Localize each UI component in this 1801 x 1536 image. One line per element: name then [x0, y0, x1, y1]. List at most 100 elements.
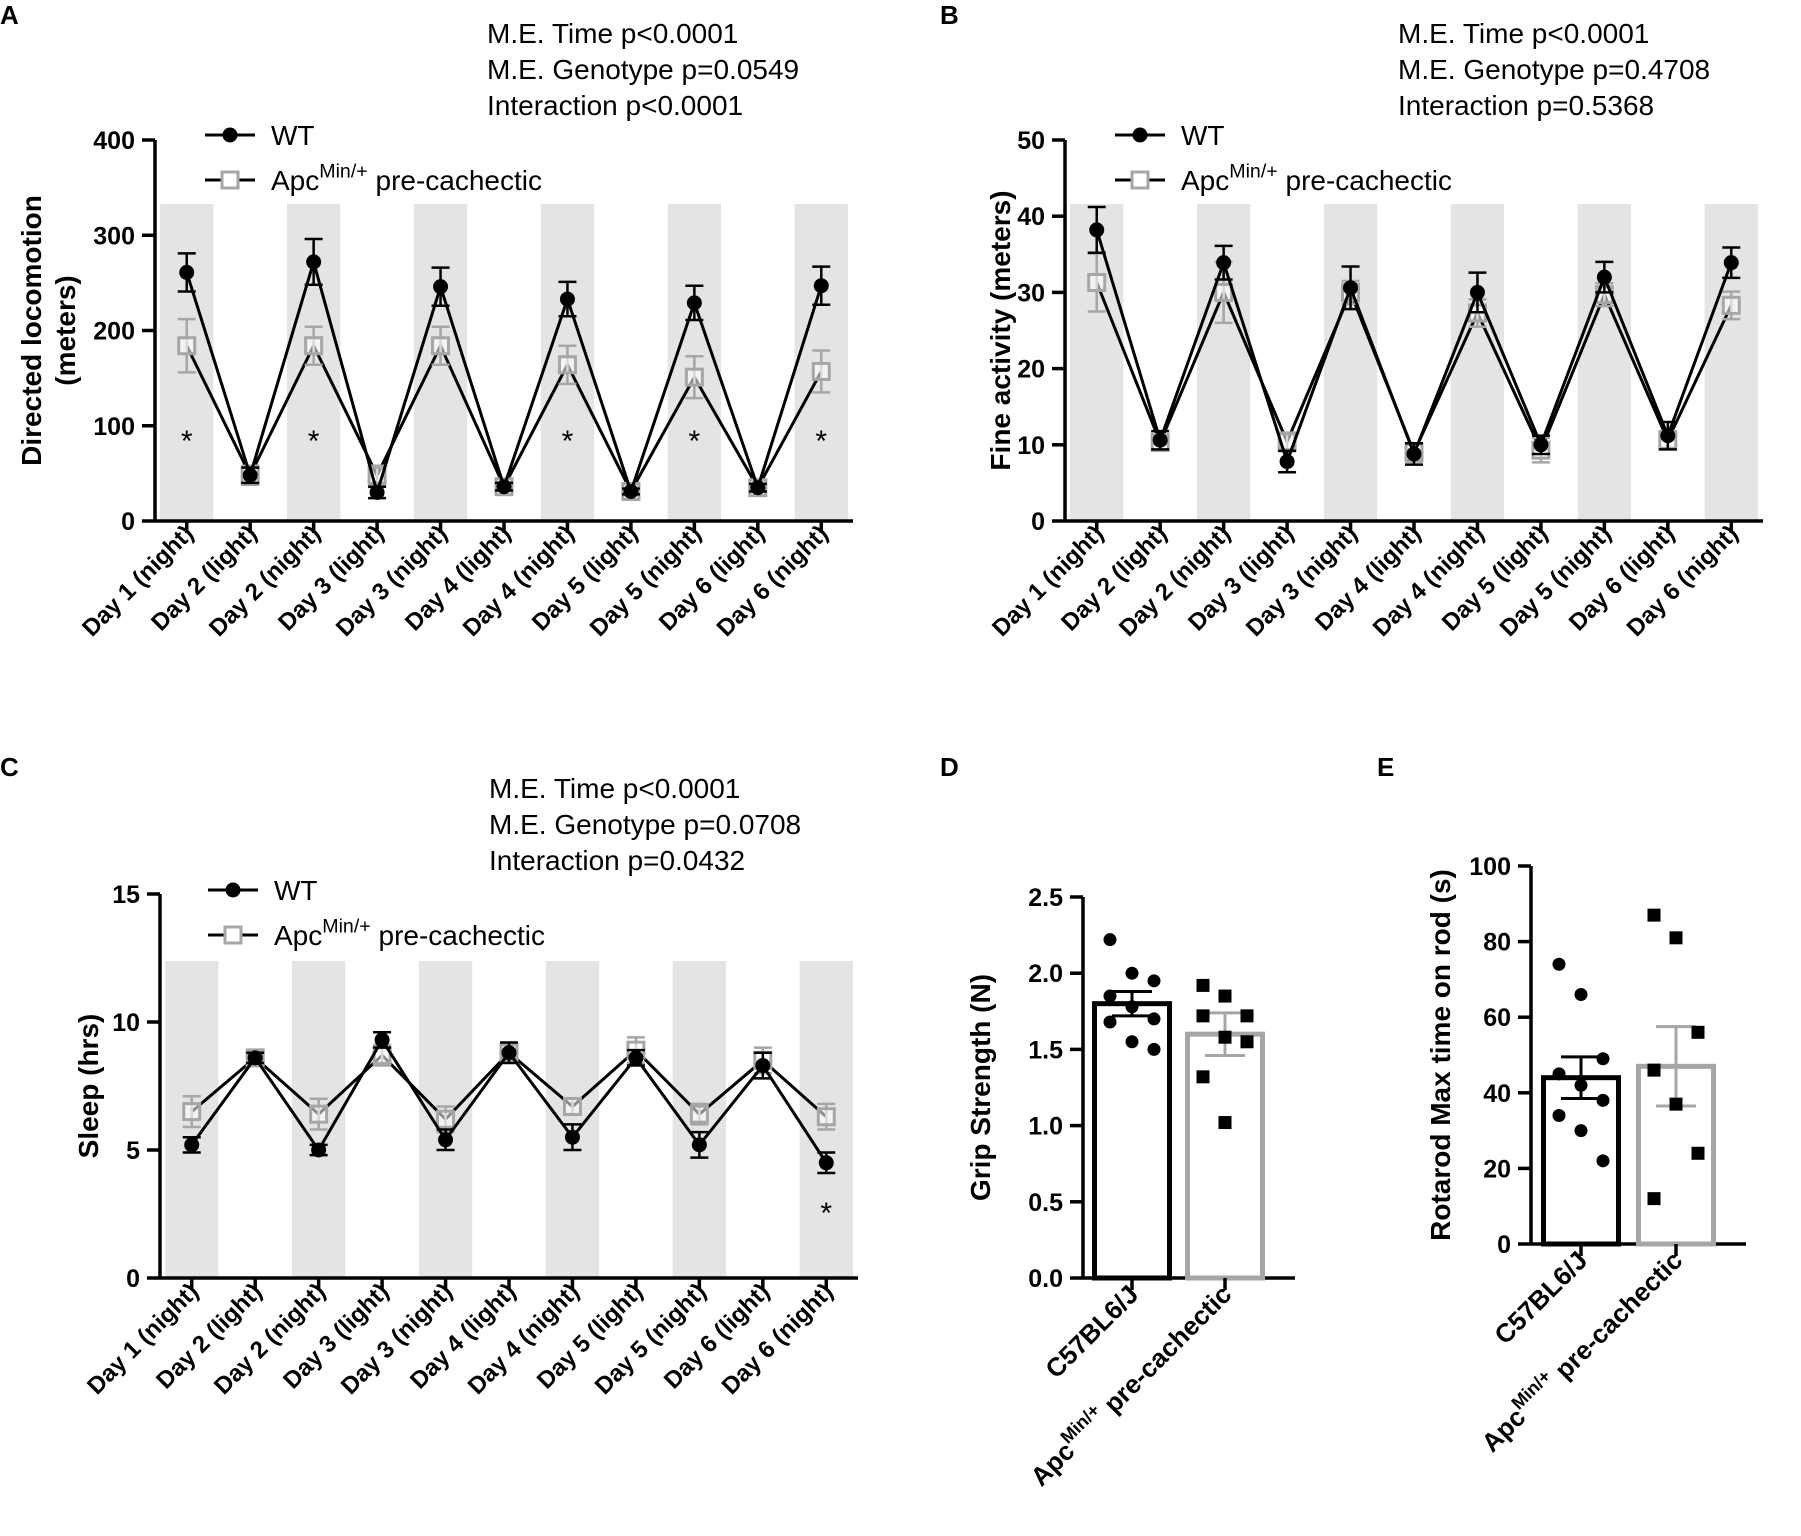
data-point-wt	[1469, 284, 1485, 300]
data-point-wt	[755, 1058, 771, 1074]
data-point-apc	[431, 336, 451, 356]
individual-point-c57	[1574, 988, 1588, 1002]
y-axis-label: Rotarod Max time on rod (s)	[1425, 869, 1456, 1241]
y-tick-label: 400	[93, 127, 135, 155]
individual-point-c57	[1596, 1154, 1610, 1168]
legend-marker-apc	[1130, 170, 1150, 190]
y-axis-label: Directed locomotion	[16, 195, 47, 466]
individual-point-apc	[1669, 1097, 1683, 1111]
data-point-wt	[1279, 454, 1295, 470]
data-point-wt	[691, 1137, 707, 1153]
y-tick-label: 100	[1469, 853, 1511, 881]
y-tick-label: 0	[1497, 1231, 1511, 1259]
data-point-apc	[816, 1107, 836, 1127]
x-tick-label: Day 2 (night)	[209, 1278, 331, 1400]
data-point-wt	[1596, 269, 1612, 285]
y-tick-label: 20	[1483, 1155, 1511, 1183]
individual-point-apc	[1691, 1025, 1705, 1039]
series-wt	[177, 237, 831, 500]
individual-point-c57	[1552, 1108, 1566, 1122]
data-point-wt	[1152, 432, 1168, 448]
x-tick-label: Day 2 (night)	[204, 520, 326, 642]
legend-label-wt: WT	[271, 120, 315, 151]
significance-star: *	[689, 425, 701, 458]
individual-point-c57	[1125, 1000, 1139, 1014]
y-tick-label: 0	[126, 1265, 140, 1293]
y-tick-label: 0.0	[1028, 1265, 1063, 1293]
legend-label-apc: ApcMin/+ pre-cachectic	[1181, 160, 1452, 196]
stats-line: Interaction p=0.0432	[489, 845, 745, 876]
x-tick-label: Day 1 (night)	[987, 520, 1109, 642]
individual-point-c57	[1596, 1052, 1610, 1066]
x-tick-label: Day 6 (night)	[1622, 520, 1744, 642]
data-point-apc	[177, 336, 197, 356]
individual-point-apc	[1218, 1116, 1232, 1130]
y-tick-label: 80	[1483, 929, 1511, 957]
data-point-apc	[684, 367, 704, 387]
legend-marker-apc	[223, 925, 243, 945]
data-point-wt	[306, 254, 322, 270]
series-line	[1095, 281, 1733, 457]
data-point-wt	[179, 264, 195, 280]
individual-point-c57	[1574, 1078, 1588, 1092]
legend: WT ApcMin/+ pre-cachectic	[208, 875, 545, 951]
y-tick-label: 0	[121, 508, 135, 536]
x-tick-label: Day 5 (night)	[585, 520, 707, 642]
y-axis-label: Sleep (hrs)	[73, 1014, 104, 1159]
series-wt	[182, 1030, 836, 1175]
data-point-apc	[436, 1109, 456, 1129]
panel-label: B	[940, 0, 959, 30]
legend: WT ApcMin/+ pre-cachectic	[205, 120, 542, 196]
data-point-apc	[557, 355, 577, 375]
night-band	[1323, 204, 1378, 521]
individual-point-apc	[1218, 1030, 1232, 1044]
data-point-apc	[562, 1096, 582, 1116]
legend-label-apc: ApcMin/+ pre-cachectic	[274, 915, 545, 951]
y-tick-label: 20	[1017, 356, 1045, 384]
panel-A: A M.E. Time p<0.0001 M.E. Genotype p=0.054…	[0, 0, 853, 642]
y-tick-label: 30	[1017, 279, 1045, 307]
x-tick-label: Day 5 (night)	[1495, 520, 1617, 642]
x-tick-label: Day 1 (night)	[77, 520, 199, 642]
data-point-wt	[1660, 428, 1676, 444]
data-point-apc	[1087, 272, 1107, 292]
legend-marker-wt	[225, 882, 241, 898]
y-axis-label: (meters)	[50, 275, 81, 385]
y-tick-label: 5	[126, 1137, 140, 1165]
individual-point-c57	[1147, 1042, 1161, 1056]
individual-point-apc	[1240, 1035, 1254, 1049]
stats-line: Interaction p=0.5368	[1398, 90, 1654, 121]
legend-label-wt: WT	[1181, 120, 1225, 151]
individual-point-apc	[1196, 1070, 1210, 1084]
x-tick-label: Day 6 (night)	[717, 1278, 839, 1400]
data-point-wt	[813, 278, 829, 294]
legend-marker-wt	[222, 127, 238, 143]
data-point-apc	[811, 361, 831, 381]
data-point-wt	[564, 1129, 580, 1145]
data-point-wt	[433, 279, 449, 295]
data-point-wt	[628, 1050, 644, 1066]
data-point-apc	[182, 1102, 202, 1122]
individual-point-c57	[1552, 957, 1566, 971]
individual-point-c57	[1147, 974, 1161, 988]
individual-point-c57	[1103, 933, 1117, 947]
data-point-wt	[374, 1032, 390, 1048]
y-tick-label: 40	[1017, 203, 1045, 231]
x-tick-label: Day 4 (night)	[458, 520, 580, 642]
y-tick-label: 40	[1483, 1080, 1511, 1108]
night-band	[1577, 204, 1632, 521]
series-line	[185, 256, 823, 498]
night-band	[545, 961, 600, 1278]
individual-point-c57	[1574, 1124, 1588, 1138]
y-tick-label: 300	[93, 222, 135, 250]
individual-point-apc	[1647, 1192, 1661, 1206]
data-point-apc	[304, 336, 324, 356]
x-tick-label: Day 6 (night)	[712, 520, 834, 642]
significance-star: *	[562, 425, 574, 458]
data-point-apc	[1721, 295, 1741, 315]
y-tick-label: 15	[112, 881, 140, 909]
individual-point-c57	[1103, 989, 1117, 1003]
x-tick-label: Day 3 (night)	[331, 520, 453, 642]
legend: WT ApcMin/+ pre-cachectic	[1115, 120, 1452, 196]
